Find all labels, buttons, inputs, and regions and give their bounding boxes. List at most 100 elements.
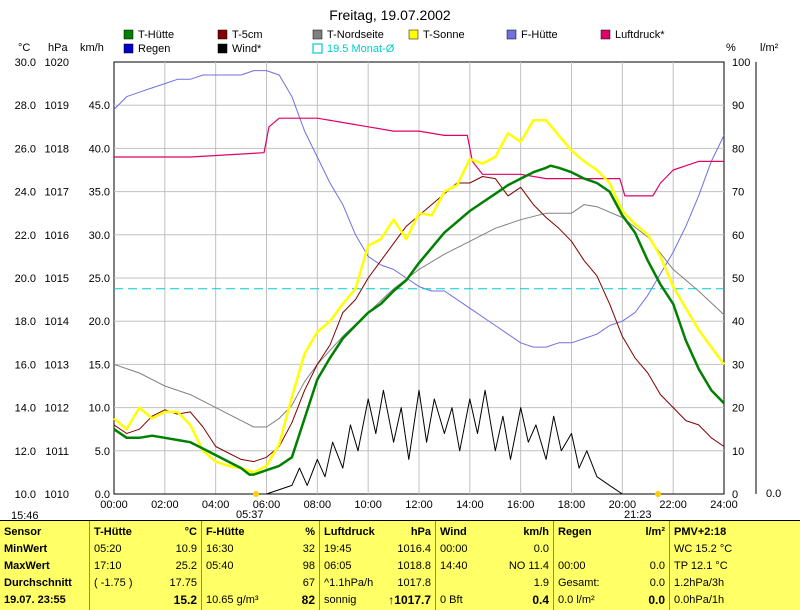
wind-tick-label: 10.0 bbox=[89, 403, 110, 415]
min-time: 00:00 bbox=[440, 542, 468, 555]
total-value: 0.0 bbox=[649, 576, 665, 589]
col-unit: km/h bbox=[523, 525, 549, 538]
min-value: 0.0 bbox=[533, 542, 549, 555]
col-title: Regen bbox=[558, 525, 592, 538]
col-title: Wind bbox=[440, 525, 467, 538]
temp-unit: °C bbox=[18, 42, 30, 54]
min-value: 1016.4 bbox=[397, 542, 431, 555]
temp-tick-label: 12.0 bbox=[15, 446, 36, 458]
temp-tick-label: 24.0 bbox=[15, 187, 36, 199]
series-line-t-h-tte bbox=[113, 164, 725, 476]
max-time: 05:40 bbox=[206, 559, 234, 572]
humidity-tick-label: 20 bbox=[732, 403, 744, 415]
col-title: Luftdruck bbox=[324, 525, 375, 538]
x-tick-label: 24:00 bbox=[710, 499, 738, 511]
sunset-label: 21:23 bbox=[624, 509, 652, 520]
max-label: MaxWert bbox=[4, 559, 50, 572]
temp-tick-label: 28.0 bbox=[15, 100, 36, 112]
sensor-column: Sensor MinWert MaxWert Durchschnitt 19.0… bbox=[0, 521, 90, 610]
wind-tick-label: 40.0 bbox=[89, 143, 110, 155]
pressure-unit: hPa bbox=[48, 42, 68, 54]
avg-value: 1017.8 bbox=[397, 576, 431, 589]
legend-swatch bbox=[123, 29, 134, 40]
humidity-tick-label: 50 bbox=[732, 273, 744, 285]
col-unit: hPa bbox=[410, 525, 431, 538]
col-unit: % bbox=[305, 525, 315, 538]
wind-tick-label: 15.0 bbox=[89, 359, 110, 371]
wind-chill: WC 15.2 °C bbox=[674, 542, 733, 555]
current-value: 15.2 bbox=[173, 592, 197, 607]
legend-label: Regen bbox=[138, 43, 170, 55]
wind-tick-label: 30.0 bbox=[89, 230, 110, 242]
pressure-tick-label: 1020 bbox=[45, 57, 69, 69]
series-lines bbox=[113, 70, 726, 495]
sunrise-marker: 05:37 bbox=[236, 491, 264, 520]
avg-value: 1.9 bbox=[533, 576, 549, 589]
legend-label: Wind* bbox=[232, 43, 262, 55]
temp-tick-label: 30.0 bbox=[15, 57, 36, 69]
x-tick-label: 08:00 bbox=[304, 499, 332, 511]
legend-swatch bbox=[312, 43, 323, 54]
legend-swatch bbox=[600, 29, 611, 40]
x-tick-label: 00:00 bbox=[100, 499, 128, 511]
max-time: 06:05 bbox=[324, 559, 352, 572]
wind-tick-label: 25.0 bbox=[89, 273, 110, 285]
pmv-column: PMV+2:18 WC 15.2 °C TP 12.1 °C 1.2hPa/3h… bbox=[670, 521, 800, 610]
pressure-tick-label: 1019 bbox=[45, 100, 69, 112]
max-time: 17:10 bbox=[94, 559, 122, 572]
luftdruck-column: Luftdruck hPa 19:45 1016.4 06:05 1018.8 ^1.… bbox=[320, 521, 436, 610]
pressure-tick-label: 1015 bbox=[45, 273, 69, 285]
min-time: 05:20 bbox=[94, 542, 122, 555]
humidity-tick-label: 40 bbox=[732, 316, 744, 328]
col-title: T-Hütte bbox=[94, 525, 132, 538]
max-value: 98 bbox=[302, 559, 315, 572]
total-label: Gesamt: bbox=[558, 576, 600, 589]
legend-label: F-Hütte bbox=[521, 29, 558, 41]
abs-humidity: 10.65 g/m³ bbox=[206, 593, 259, 606]
pressure-trend-1h: 0.0hPa/1h bbox=[674, 593, 725, 606]
humidity-tick-label: 100 bbox=[732, 57, 750, 69]
current-value: 82 bbox=[301, 592, 315, 607]
max-value: 0.0 bbox=[649, 559, 665, 572]
pressure-tick-label: 1011 bbox=[45, 446, 69, 458]
legend-label: Luftdruck* bbox=[615, 29, 665, 41]
weather-chart: Freitag, 19.07.2002 T-Hütte T-5cm T-Nordse… bbox=[15, 7, 782, 520]
current-label: 19.07. 23:55 bbox=[4, 593, 66, 606]
series-line-f-h-tte bbox=[113, 70, 725, 348]
avg-label: Durchschnitt bbox=[4, 576, 72, 589]
grid bbox=[114, 62, 724, 494]
legend-label: T-Nordseite bbox=[327, 29, 384, 41]
avg-value: 17.75 bbox=[169, 576, 197, 589]
humidity-tick-label: 80 bbox=[732, 143, 744, 155]
humidity-tick-label: 90 bbox=[732, 100, 744, 112]
pressure-tick-label: 1014 bbox=[45, 316, 69, 328]
series-line-luftdruck bbox=[114, 117, 724, 197]
page-time: 15:46 bbox=[11, 510, 39, 522]
forecast: sonnig bbox=[324, 593, 357, 606]
x-tick-label: 16:00 bbox=[507, 499, 535, 511]
f-huette-column: F-Hütte% 16:30 32 05:40 98 67 10.65 g/m³ 82 bbox=[202, 521, 320, 610]
max-value: 25.2 bbox=[175, 559, 197, 572]
legend-label: T-Sonne bbox=[423, 29, 465, 41]
humidity-tick-label: 30 bbox=[732, 359, 744, 371]
x-tick-label: 10:00 bbox=[354, 499, 382, 511]
pressure-tick-label: 1018 bbox=[45, 143, 69, 155]
pressure-trend-3h: 1.2hPa/3h bbox=[674, 576, 725, 589]
pressure-tick-label: 1012 bbox=[45, 403, 69, 415]
legend: T-Hütte T-5cm T-Nordseite T-Sonne F-Hütte Luf… bbox=[123, 29, 665, 55]
wind-tick-label: 35.0 bbox=[89, 187, 110, 199]
temp-tick-label: 18.0 bbox=[15, 316, 36, 328]
col-title: F-Hütte bbox=[206, 525, 245, 538]
t-huette-column: T-Hütte °C 05:20 10.9 17:10 25.2 ( -1.75 ) 1… bbox=[90, 521, 202, 610]
wind-tick-label: 0.0 bbox=[95, 489, 110, 501]
series-line-t-nordseite bbox=[113, 204, 725, 428]
x-tick-label: 20:00 bbox=[609, 499, 637, 511]
sensor-header: Sensor bbox=[4, 525, 42, 538]
x-tick-label: 18:00 bbox=[558, 499, 586, 511]
pressure-tick-label: 1013 bbox=[45, 359, 69, 371]
max-value: 1018.8 bbox=[397, 559, 431, 572]
min-value: 32 bbox=[302, 542, 315, 555]
max-time: 00:00 bbox=[558, 559, 586, 572]
humidity-tick-label: 70 bbox=[732, 187, 744, 199]
x-tick-label: 06:00 bbox=[253, 499, 281, 511]
